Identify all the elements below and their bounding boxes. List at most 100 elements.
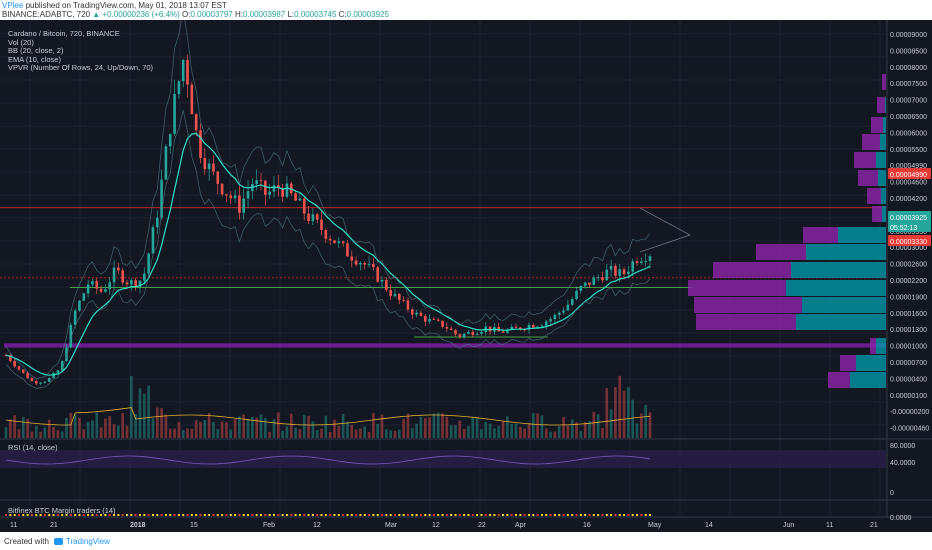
vpvr-bar-up (878, 170, 886, 186)
date-axis-label: 22 (478, 522, 486, 529)
volume-bar (69, 413, 73, 438)
margin-marker (311, 514, 314, 516)
margin-marker (177, 514, 180, 516)
margin-marker (69, 514, 72, 516)
candle-body (562, 310, 565, 313)
candle-body (631, 261, 635, 272)
price-chart[interactable]: 0.00009000 0.00008500 0.00008000 0.00007500… (0, 20, 932, 532)
volume-bar (73, 414, 77, 438)
candle-body (147, 253, 150, 274)
candle-body (583, 282, 587, 286)
candle-body (480, 331, 483, 334)
margin-marker (575, 514, 578, 516)
margin-marker (264, 514, 267, 516)
low-label: L: (285, 10, 295, 19)
legend-ema[interactable]: EMA (10, close) (8, 54, 61, 64)
legend-vol[interactable]: Vol (20) (8, 37, 34, 47)
volume-bar (389, 430, 392, 438)
margin-marker (450, 514, 453, 516)
candle-body (246, 191, 250, 199)
margin-marker (592, 514, 595, 516)
margin-marker (285, 514, 288, 516)
legend-bb[interactable]: BB (20, close, 2) (8, 46, 64, 56)
volume-bar (99, 427, 103, 438)
candle-body (579, 285, 583, 291)
volume-bar (506, 416, 509, 438)
candle-body (419, 312, 423, 316)
margin-marker (195, 514, 198, 516)
margin-traders-label[interactable]: Bitfinex BTC Margin traders (14) (8, 506, 116, 515)
candle-body (134, 280, 137, 287)
price-axis-label: -0.00000460 (890, 426, 929, 433)
vpvr-bar-down (828, 372, 850, 388)
rsi-label[interactable]: RSI (14, close) (8, 443, 58, 452)
candle-body (173, 93, 176, 134)
candle-body (268, 191, 271, 195)
candle-body (454, 329, 457, 335)
volume-bar (627, 387, 630, 438)
margin-marker (143, 514, 146, 516)
margin-marker (359, 514, 362, 516)
margin-marker (52, 514, 55, 516)
vpvr-bar-up (856, 355, 886, 371)
margin-marker (545, 514, 548, 516)
volume-bar (272, 419, 276, 438)
margin-marker (424, 514, 427, 516)
volume-bar (566, 425, 570, 438)
volume-bar (467, 426, 470, 438)
candle-body (622, 269, 626, 275)
price-axis-label: 0.00004990 (890, 163, 927, 170)
volume-bar (372, 413, 375, 438)
margin-marker (553, 514, 556, 516)
margin-marker (95, 514, 98, 516)
volume-bar (385, 429, 388, 438)
price-axis-label: 0.00007000 (890, 98, 927, 105)
vpvr-bar-down (854, 152, 876, 168)
margin-marker (13, 514, 16, 516)
rsi-band (0, 450, 886, 468)
volume-bar (341, 413, 345, 438)
margin-marker (182, 514, 185, 516)
volume-bar (168, 428, 172, 438)
volume-bar (155, 407, 159, 438)
margin-marker (623, 514, 626, 516)
volume-bar (160, 408, 163, 438)
candle-body (168, 133, 172, 147)
volume-bar (544, 428, 548, 438)
candle-body (272, 185, 276, 192)
margin-marker (277, 514, 280, 516)
candle-body (177, 81, 181, 94)
vpvr-bar-up (885, 97, 886, 113)
publisher-link[interactable]: VPlee (2, 1, 24, 10)
margin-marker (138, 514, 141, 516)
volume-bar (484, 421, 488, 438)
volume-bar (527, 423, 531, 438)
volume-bar (216, 429, 220, 438)
candle-body (557, 312, 561, 315)
margin-marker (454, 514, 457, 516)
candle-body (423, 315, 427, 322)
volume-bar (220, 421, 224, 438)
candle-body (359, 263, 362, 265)
candle-body (138, 280, 142, 287)
candle-body (428, 318, 431, 322)
candle-body (544, 321, 548, 326)
indicator-legend: Cardano / Bitcoin, 720, BINANCE Vol (20)… (8, 29, 154, 73)
volume-bar (380, 414, 384, 438)
margin-marker (147, 514, 150, 516)
tradingview-link[interactable]: TradingView (65, 537, 110, 546)
margin-marker (549, 514, 552, 516)
vpvr-bar-up (796, 314, 886, 330)
candle-body (506, 329, 509, 333)
margin-marker (225, 514, 228, 516)
price-axis-label: 0.00006000 (890, 130, 927, 137)
vpvr-bar-down (882, 74, 886, 90)
candle-body (367, 263, 371, 265)
volume-bar (398, 429, 401, 438)
margin-marker (48, 514, 51, 516)
margin-marker (376, 514, 379, 516)
price-axis-label: 0.00009000 (890, 32, 927, 39)
price-tag (888, 168, 931, 179)
legend-vpvr[interactable]: VPVR (Number Of Rows, 24, Up/Down, 70) (8, 63, 154, 73)
volume-bar (363, 426, 367, 438)
